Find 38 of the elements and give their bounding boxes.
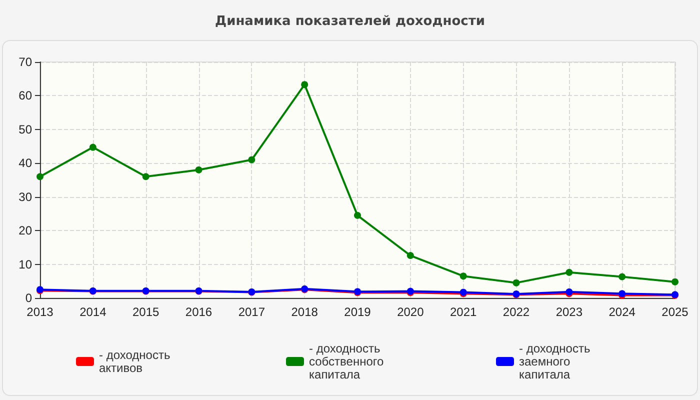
point [301, 81, 308, 88]
y-tick-label: 20 [18, 224, 32, 238]
x-tick-label: 2019 [344, 305, 372, 319]
x-tick-label: 2013 [26, 305, 54, 319]
point [618, 273, 626, 280]
x-tick-label: 2015 [132, 305, 160, 319]
y-tick-label: 70 [18, 55, 32, 69]
point [89, 144, 96, 151]
point [406, 252, 414, 260]
point [36, 173, 44, 180]
y-tick-label: 50 [18, 122, 32, 136]
point [248, 156, 256, 164]
x-tick-label: 2014 [80, 305, 107, 319]
legend-label: - доходность заемного капитала [519, 342, 594, 382]
legend-label: - доходность собственного капитала [309, 342, 388, 382]
point [566, 268, 573, 276]
point [142, 173, 150, 180]
x-tick-label: 2021 [450, 305, 478, 319]
point [195, 166, 202, 174]
x-tick-label: 2025 [662, 305, 689, 319]
chart-title: Динамика показателей доходности [215, 14, 485, 29]
y-tick-label: 60 [18, 88, 32, 103]
x-tick-label: 2024 [608, 305, 636, 319]
x-tick-label: 2020 [397, 305, 424, 319]
x-tick-label: 2022 [502, 305, 530, 319]
point [672, 278, 678, 286]
y-tick-label: 10 [18, 257, 32, 272]
x-tick-label: 2016 [185, 305, 212, 319]
y-tick-label: 30 [18, 190, 32, 204]
x-tick-label: 2017 [238, 305, 266, 319]
x-tick-label: 2018 [291, 305, 318, 319]
point [460, 272, 467, 280]
point [354, 212, 361, 219]
y-tick-label: 40 [18, 156, 32, 170]
legend-label: - доходность активов [99, 348, 174, 375]
point [512, 279, 520, 286]
y-tick-label: 0 [25, 291, 32, 305]
x-tick-label: 2023 [556, 305, 583, 319]
